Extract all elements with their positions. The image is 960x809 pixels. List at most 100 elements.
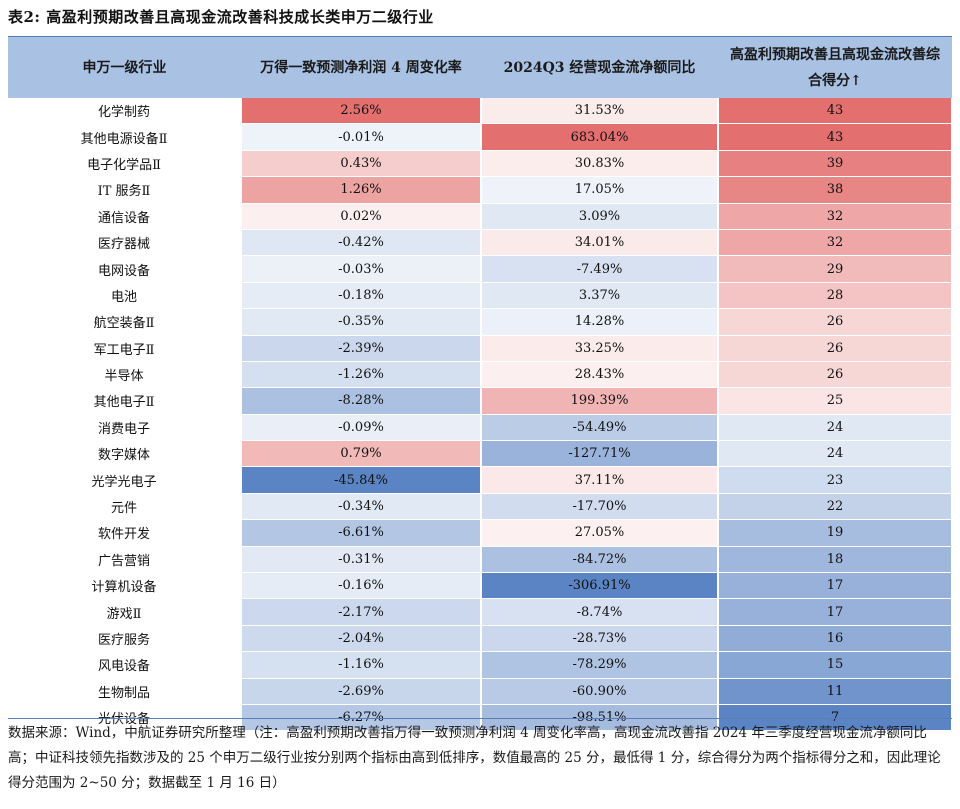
score-cell: 7 (718, 704, 953, 732)
score-cell: 16 (718, 625, 953, 653)
score-cell: 32 (718, 229, 953, 257)
industry-cell: 游戏Ⅱ (8, 598, 242, 626)
profit-change-cell: 0.79% (241, 440, 482, 468)
score-cell: 29 (718, 255, 953, 283)
score-cell: 19 (718, 519, 953, 547)
profit-change-cell: 2.56% (241, 98, 482, 125)
table-row: 消费电子 -0.09% -54.49% 24 (8, 414, 953, 442)
profit-change-cell: -1.16% (241, 651, 482, 679)
table-row: 医疗器械 -0.42% 34.01% 32 (8, 229, 953, 257)
cashflow-yoy-cell: 31.53% (481, 98, 719, 125)
profit-change-cell: 1.26% (241, 176, 482, 204)
table-row: 元件 -0.34% -17.70% 22 (8, 493, 953, 521)
profit-change-cell: -2.04% (241, 625, 482, 653)
profit-change-cell: 0.43% (241, 150, 482, 178)
score-cell: 11 (718, 678, 953, 705)
industry-cell: 生物制品 (8, 678, 242, 705)
table-row: 其他电子Ⅱ -8.28% 199.39% 25 (8, 387, 953, 415)
score-cell: 23 (718, 466, 953, 494)
profit-change-cell: -0.16% (241, 572, 482, 600)
table-row: 电网设备 -0.03% -7.49% 29 (8, 255, 953, 283)
profit-change-cell: -2.39% (241, 335, 482, 362)
score-cell: 26 (718, 361, 953, 389)
score-cell: 26 (718, 335, 953, 362)
industry-cell: 半导体 (8, 361, 242, 389)
industry-cell: 计算机设备 (8, 572, 242, 600)
cashflow-yoy-cell: 199.39% (481, 387, 719, 415)
cashflow-yoy-cell: -98.51% (481, 704, 719, 732)
table-row: 计算机设备 -0.16% -306.91% 17 (8, 572, 953, 600)
table-title: 表2: 高盈利预期改善且高现金流改善科技成长类申万二级行业 (8, 8, 434, 26)
cashflow-yoy-cell: 33.25% (481, 335, 719, 362)
cashflow-yoy-cell: -7.49% (481, 255, 719, 283)
industry-cell: IT 服务Ⅱ (8, 176, 242, 204)
profit-change-cell: -0.42% (241, 229, 482, 257)
cashflow-yoy-cell: 683.04% (481, 123, 719, 151)
industry-cell: 其他电源设备Ⅱ (8, 123, 242, 151)
industry-cell: 元件 (8, 493, 242, 521)
score-cell: 24 (718, 440, 953, 468)
profit-change-cell: 0.02% (241, 203, 482, 230)
score-cell: 18 (718, 546, 953, 574)
score-cell: 43 (718, 98, 953, 125)
cashflow-yoy-cell: 37.11% (481, 466, 719, 494)
cashflow-yoy-cell: -60.90% (481, 678, 719, 705)
cashflow-yoy-cell: 28.43% (481, 361, 719, 389)
profit-change-cell: -45.84% (241, 466, 482, 494)
table-row: 化学制药 2.56% 31.53% 43 (8, 98, 953, 125)
industry-cell: 电子化学品Ⅱ (8, 150, 242, 178)
table-row: 光伏设备 -6.27% -98.51% 7 (8, 704, 953, 732)
profit-change-cell: -1.26% (241, 361, 482, 389)
table-row: 其他电源设备Ⅱ -0.01% 683.04% 43 (8, 123, 953, 151)
header-industry: 申万一级行业 (8, 36, 241, 98)
profit-change-cell: -0.03% (241, 255, 482, 283)
industry-cell: 航空装备Ⅱ (8, 308, 242, 336)
industry-cell: 光学光电子 (8, 466, 242, 494)
table-row: IT 服务Ⅱ 1.26% 17.05% 38 (8, 176, 953, 204)
score-cell: 17 (718, 572, 953, 600)
table-row: 广告营销 -0.31% -84.72% 18 (8, 546, 953, 574)
industry-cell: 电网设备 (8, 255, 242, 283)
cashflow-yoy-cell: -306.91% (481, 572, 719, 600)
cashflow-yoy-cell: 3.09% (481, 203, 719, 230)
score-cell: 17 (718, 598, 953, 626)
score-cell: 26 (718, 308, 953, 336)
industry-cell: 通信设备 (8, 203, 242, 230)
table-row: 风电设备 -1.16% -78.29% 15 (8, 651, 953, 679)
industry-cell: 软件开发 (8, 519, 242, 547)
industry-cell: 风电设备 (8, 651, 242, 679)
cashflow-yoy-cell: 17.05% (481, 176, 719, 204)
header-profit-change: 万得一致预测净利润 4 周变化率 (241, 36, 481, 98)
industry-cell: 电池 (8, 282, 242, 310)
industry-cell: 医疗服务 (8, 625, 242, 653)
table-row: 航空装备Ⅱ -0.35% 14.28% 26 (8, 308, 953, 336)
table-row: 数字媒体 0.79% -127.71% 24 (8, 440, 953, 468)
cashflow-yoy-cell: 30.83% (481, 150, 719, 178)
table-row: 光学光电子 -45.84% 37.11% 23 (8, 466, 953, 494)
cashflow-yoy-cell: 14.28% (481, 308, 719, 336)
profit-change-cell: -8.28% (241, 387, 482, 415)
profit-change-cell: -0.34% (241, 493, 482, 521)
profit-change-cell: -0.01% (241, 123, 482, 151)
profit-change-cell: -0.18% (241, 282, 482, 310)
industry-cell: 广告营销 (8, 546, 242, 574)
cashflow-yoy-cell: -8.74% (481, 598, 719, 626)
score-cell: 38 (718, 176, 953, 204)
profit-change-cell: -2.17% (241, 598, 482, 626)
cashflow-yoy-cell: -28.73% (481, 625, 719, 653)
table-row: 军工电子Ⅱ -2.39% 33.25% 26 (8, 335, 953, 362)
industry-cell: 军工电子Ⅱ (8, 335, 242, 362)
score-cell: 39 (718, 150, 953, 178)
score-cell: 15 (718, 651, 953, 679)
profit-change-cell: -6.61% (241, 519, 482, 547)
industry-cell: 其他电子Ⅱ (8, 387, 242, 415)
table-body: 化学制药 2.56% 31.53% 43 其他电源设备Ⅱ -0.01% 683.04% 43 电… (8, 98, 953, 732)
table-row: 生物制品 -2.69% -60.90% 11 (8, 678, 953, 705)
score-cell: 25 (718, 387, 953, 415)
industry-cell: 医疗器械 (8, 229, 242, 257)
table-row: 软件开发 -6.61% 27.05% 19 (8, 519, 953, 547)
table-row: 电子化学品Ⅱ 0.43% 30.83% 39 (8, 150, 953, 178)
score-cell: 22 (718, 493, 953, 521)
score-cell: 28 (718, 282, 953, 310)
industry-cell: 消费电子 (8, 414, 242, 442)
